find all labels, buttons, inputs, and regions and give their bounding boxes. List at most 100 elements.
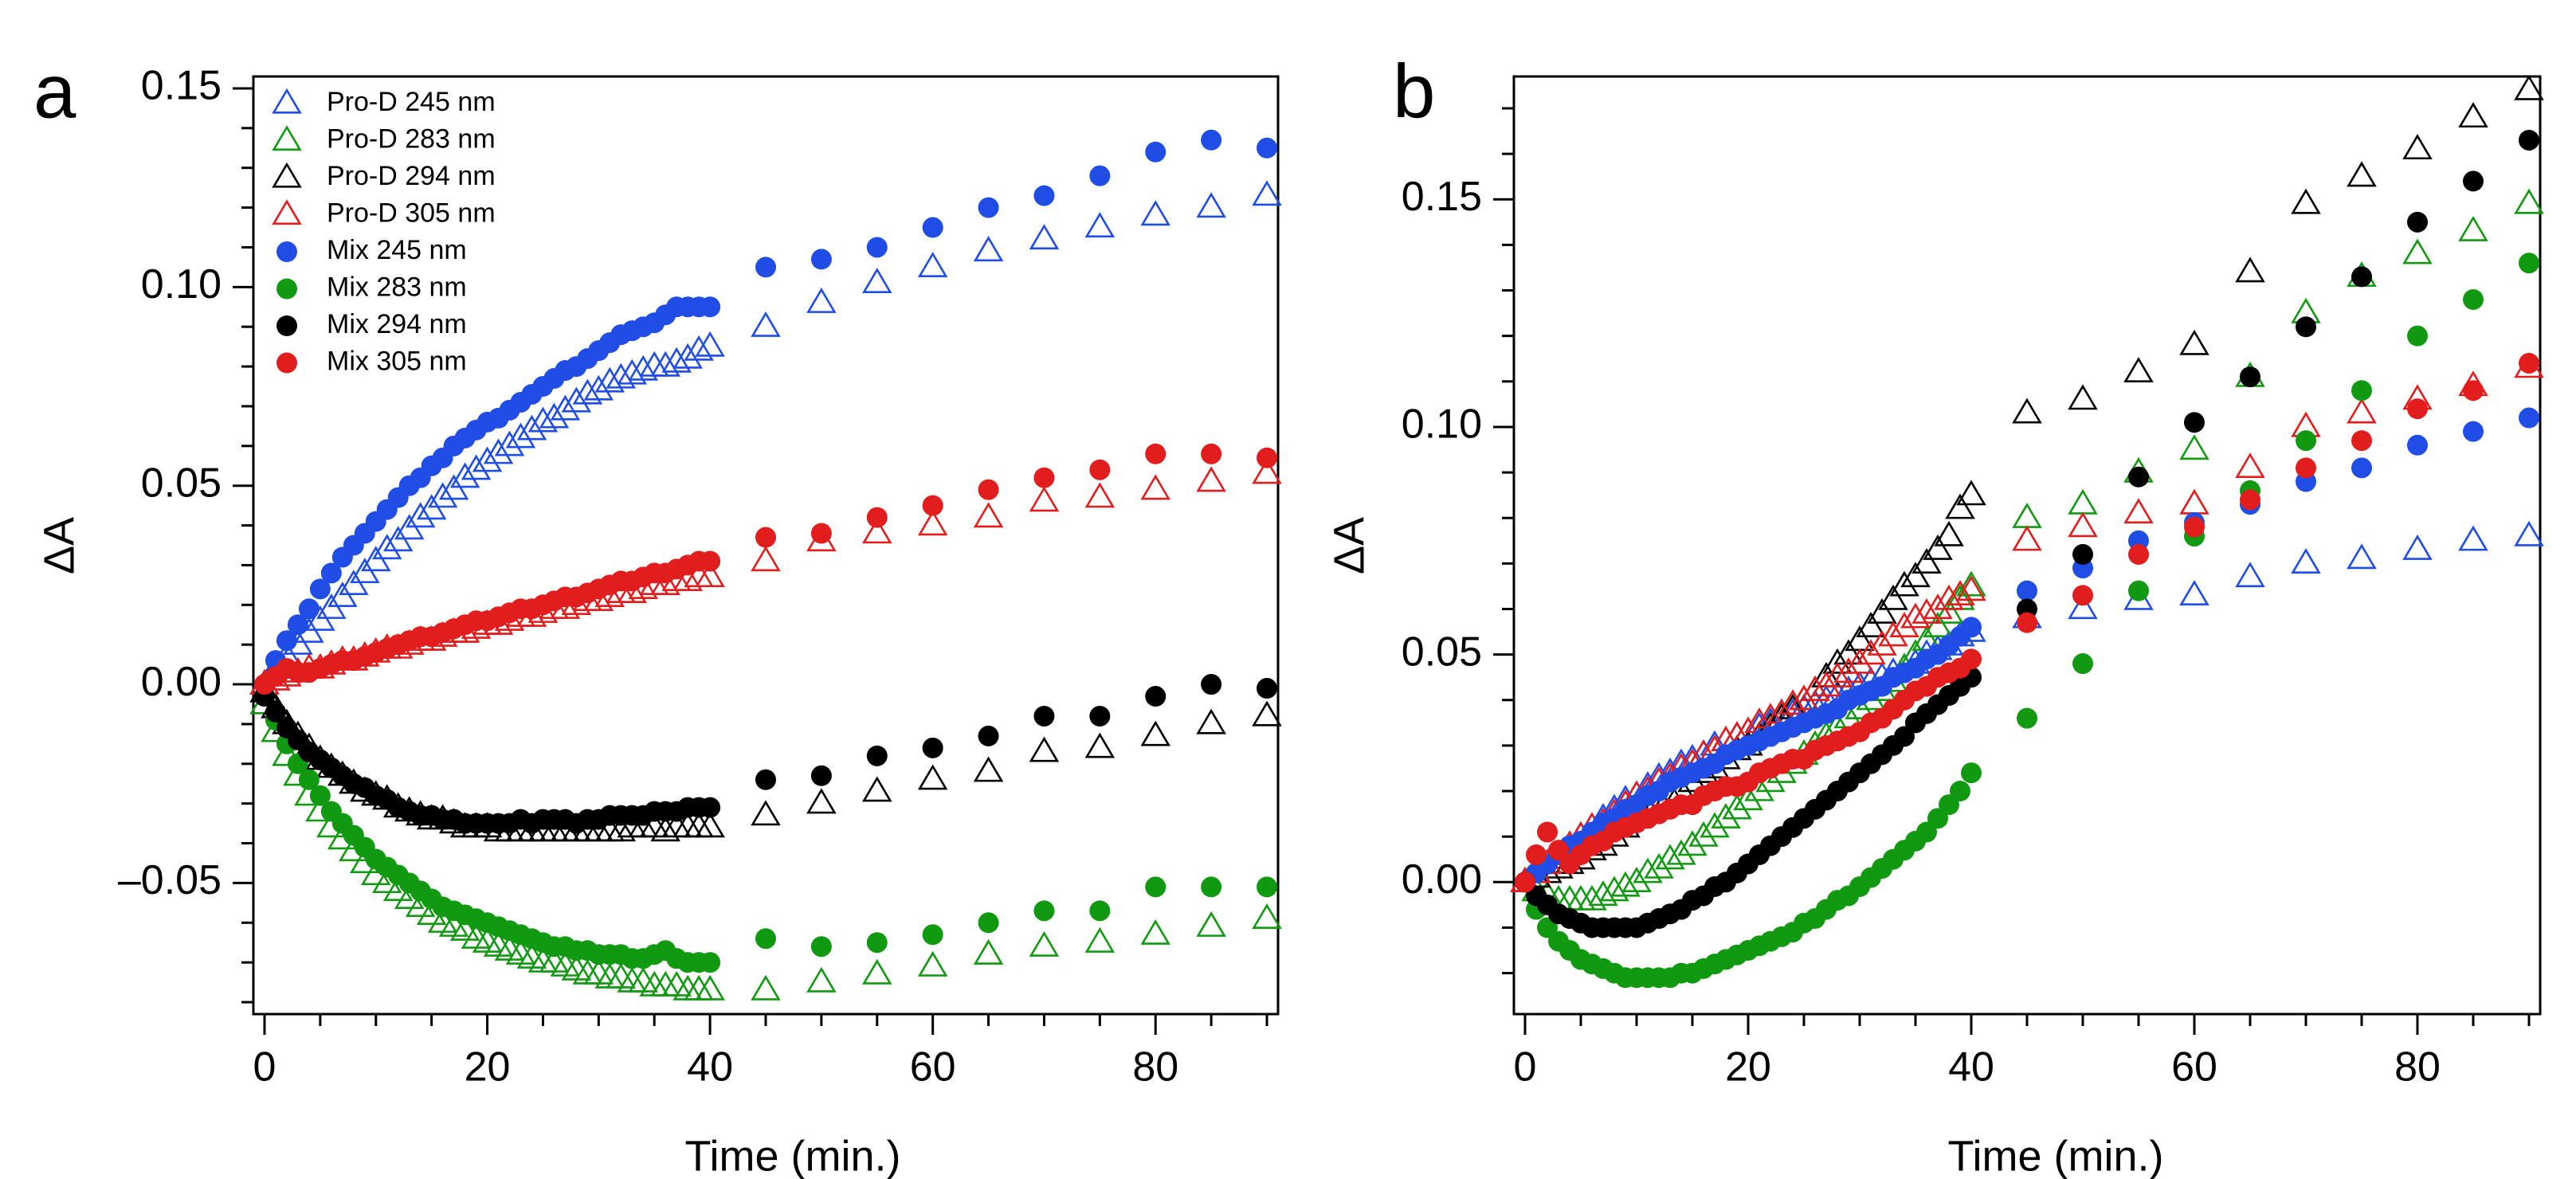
point-pro-d-305-nm	[2347, 398, 2377, 424]
point-pro-d-294-nm	[606, 816, 637, 842]
point-mix-305-nm	[2184, 516, 2205, 538]
point-pro-d-305-nm	[1800, 676, 1830, 701]
point-pro-d-283-nm	[1956, 570, 1986, 597]
point-mix-245-nm	[2519, 407, 2539, 429]
point-pro-d-283-nm	[1722, 793, 1752, 820]
point-pro-d-245-nm	[2291, 548, 2321, 574]
point-mix-245-nm	[922, 217, 943, 238]
series-mix-245-nm	[1515, 407, 2539, 893]
point-pro-d-283-nm	[1029, 930, 1060, 957]
point-mix-294-nm	[265, 701, 286, 723]
y-tick-label: 0.10	[141, 261, 222, 307]
point-mix-305-nm	[2351, 430, 2372, 452]
point-mix-245-nm	[866, 237, 888, 258]
point-mix-245-nm	[2463, 421, 2484, 442]
point-pro-d-305-nm	[751, 546, 781, 572]
point-pro-d-283-nm	[1677, 830, 1708, 856]
point-mix-245-nm	[755, 257, 776, 278]
point-mix-245-nm	[320, 562, 342, 584]
point-pro-d-245-nm	[695, 331, 725, 357]
point-pro-d-283-nm	[1577, 884, 1607, 911]
point-pro-d-283-nm	[1610, 871, 1641, 897]
point-pro-d-283-nm	[917, 950, 948, 977]
point-mix-283-nm	[2407, 325, 2428, 347]
point-pro-d-245-nm	[1140, 200, 1171, 226]
point-pro-d-305-nm	[2012, 525, 2042, 551]
point-mix-305-nm	[1526, 844, 1547, 866]
panel-b: b 0 20 40 60 80 0.00 0.05 0.10 0.15 Time (min.) ΔA	[1325, 49, 2544, 1179]
point-mix-283-nm	[755, 928, 776, 950]
legend-item-mix-245-nm: Mix 245 nm	[276, 235, 467, 265]
point-mix-305-nm	[1961, 648, 1982, 670]
point-pro-d-305-nm	[2123, 498, 2154, 524]
point-pro-d-305-nm	[1956, 575, 1986, 601]
legend-label: Pro-D 305 nm	[327, 198, 496, 228]
x-tick-label: 40	[687, 1044, 733, 1091]
point-mix-283-nm	[298, 769, 320, 790]
point-mix-245-nm	[298, 598, 320, 620]
point-pro-d-294-nm	[2179, 329, 2209, 355]
point-pro-d-294-nm	[2235, 257, 2265, 283]
point-mix-305-nm	[866, 507, 888, 528]
point-pro-d-283-nm	[272, 740, 302, 766]
point-mix-245-nm	[1257, 137, 1278, 159]
point-mix-294-nm	[2351, 266, 2372, 288]
legend-label: Mix 305 nm	[327, 346, 467, 376]
point-mix-294-nm	[2184, 412, 2205, 433]
x-tick-label: 60	[2171, 1044, 2217, 1091]
point-mix-283-nm	[2463, 288, 2484, 310]
point-mix-245-nm	[287, 614, 308, 636]
point-pro-d-245-nm	[2179, 580, 2209, 605]
legend-item-mix-305-nm: Mix 305 nm	[276, 346, 467, 376]
legend-label: Pro-D 294 nm	[327, 161, 496, 191]
point-mix-305-nm	[1515, 872, 1535, 893]
point-pro-d-283-nm	[1084, 926, 1115, 953]
point-mix-283-nm	[2351, 380, 2372, 401]
point-pro-d-245-nm	[449, 462, 480, 488]
point-pro-d-294-nm	[1252, 700, 1282, 727]
legend-marker	[276, 315, 297, 336]
point-pro-d-283-nm	[1196, 911, 1226, 937]
point-pro-d-245-nm	[483, 438, 514, 464]
point-pro-d-305-nm	[1778, 689, 1808, 715]
point-mix-245-nm	[1089, 165, 1111, 186]
point-pro-d-245-nm	[1252, 180, 1282, 206]
point-pro-d-245-nm	[672, 343, 703, 369]
point-pro-d-294-nm	[1867, 597, 1897, 624]
point-pro-d-294-nm	[917, 764, 948, 790]
point-mix-305-nm	[1537, 821, 1558, 843]
point-mix-283-nm	[1961, 762, 1982, 784]
point-mix-245-nm	[978, 197, 999, 218]
point-pro-d-294-nm	[751, 800, 781, 826]
point-mix-283-nm	[700, 952, 721, 973]
point-pro-d-283-nm	[973, 938, 1004, 965]
point-pro-d-283-nm	[1655, 844, 1685, 870]
point-mix-245-nm	[276, 630, 297, 652]
legend-label: Pro-D 283 nm	[327, 123, 496, 154]
point-pro-d-245-nm	[684, 335, 714, 361]
y-tick-label: 0.00	[141, 659, 222, 705]
point-mix-305-nm	[2407, 398, 2428, 420]
point-mix-283-nm	[1950, 781, 1970, 802]
point-pro-d-245-nm	[427, 482, 458, 508]
point-mix-305-nm	[2463, 380, 2484, 401]
point-pro-d-245-nm	[2458, 525, 2488, 551]
point-mix-283-nm	[1537, 917, 1558, 938]
point-pro-d-283-nm	[1140, 919, 1171, 945]
legend-label: Pro-D 245 nm	[327, 87, 496, 117]
legend-item-pro-d-294-nm: Pro-D 294 nm	[272, 161, 496, 191]
point-pro-d-294-nm	[2012, 398, 2042, 424]
point-pro-d-245-nm	[494, 430, 525, 456]
point-mix-245-nm	[309, 578, 331, 600]
point-pro-d-245-nm	[628, 354, 659, 381]
point-pro-d-245-nm	[594, 366, 625, 393]
legend-marker	[272, 125, 302, 151]
point-pro-d-283-nm	[1733, 785, 1763, 811]
point-mix-305-nm	[1548, 840, 1569, 861]
point-pro-d-245-nm	[806, 287, 837, 313]
series-pro-d-245-nm	[1510, 520, 2544, 892]
point-pro-d-283-nm	[1633, 857, 1663, 883]
point-pro-d-294-nm	[1934, 520, 1964, 546]
point-pro-d-245-nm	[2347, 543, 2377, 570]
point-mix-305-nm	[922, 495, 943, 516]
